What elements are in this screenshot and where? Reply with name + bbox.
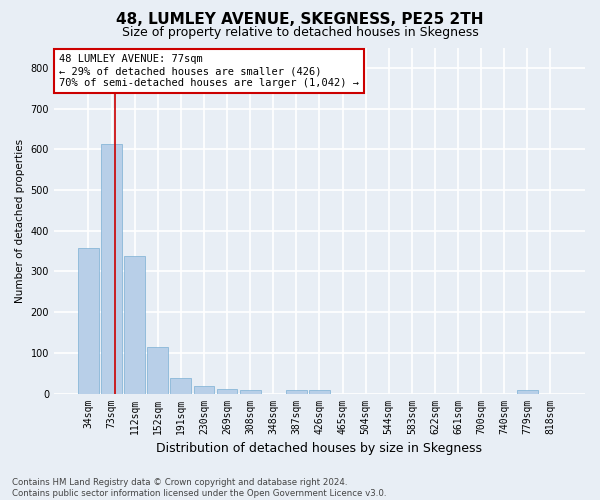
X-axis label: Distribution of detached houses by size in Skegness: Distribution of detached houses by size …: [157, 442, 482, 455]
Y-axis label: Number of detached properties: Number of detached properties: [15, 138, 25, 302]
Text: Size of property relative to detached houses in Skegness: Size of property relative to detached ho…: [122, 26, 478, 39]
Bar: [124, 256, 145, 394]
Text: Contains HM Land Registry data © Crown copyright and database right 2024.
Contai: Contains HM Land Registry data © Crown c…: [12, 478, 386, 498]
Bar: [170, 378, 191, 394]
Text: 48 LUMLEY AVENUE: 77sqm
← 29% of detached houses are smaller (426)
70% of semi-d: 48 LUMLEY AVENUE: 77sqm ← 29% of detache…: [59, 54, 359, 88]
Text: 48, LUMLEY AVENUE, SKEGNESS, PE25 2TH: 48, LUMLEY AVENUE, SKEGNESS, PE25 2TH: [116, 12, 484, 28]
Bar: [148, 346, 168, 394]
Bar: [240, 390, 260, 394]
Bar: [101, 144, 122, 394]
Bar: [286, 390, 307, 394]
Bar: [309, 390, 330, 394]
Bar: [78, 248, 99, 394]
Bar: [517, 390, 538, 394]
Bar: [194, 386, 214, 394]
Bar: [217, 388, 238, 394]
